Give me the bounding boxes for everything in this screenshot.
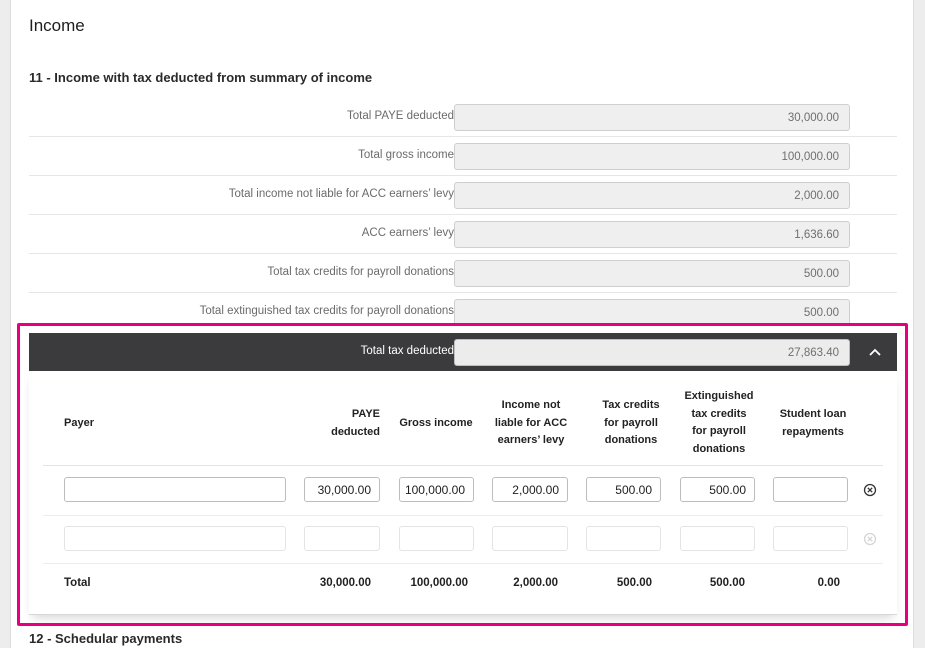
total-payroll-credits: 500.00	[616, 577, 652, 589]
summary-row-acc-not-liable: Total income not liable for ACC earners’…	[29, 176, 897, 215]
header-extinguished-credits: Extinguished tax credits for payroll don…	[684, 390, 754, 455]
header-payer: Payer	[64, 417, 94, 429]
total-tax-deducted-field: 27,863.40	[454, 339, 850, 366]
summary-label: Total tax credits for payroll donations	[267, 266, 454, 278]
summary-label: Total extinguished tax credits for payro…	[199, 305, 454, 317]
total-not-liable-acc-field: 2,000.00	[454, 182, 850, 209]
total-paye-field: 30,000.00	[454, 104, 850, 131]
summary-label: Total gross income	[358, 149, 454, 161]
extinguished-credits-input[interactable]	[680, 526, 755, 551]
summary-row-gross: Total gross income 100,000.00	[29, 137, 897, 176]
payer-detail-table: Payer PAYE deducted Gross income Income …	[29, 371, 897, 615]
payer-input[interactable]	[64, 477, 286, 502]
summary-row-extinguished-credits: Total extinguished tax credits for payro…	[29, 293, 897, 332]
summary-label: Total PAYE deducted	[347, 110, 454, 122]
extinguished-credits-input[interactable]: 500.00	[680, 477, 755, 502]
total-paye: 30,000.00	[319, 577, 371, 589]
acc-not-liable-input[interactable]	[492, 526, 568, 551]
total-extinguished-credits: 500.00	[709, 577, 745, 589]
acc-earners-levy-field: 1,636.60	[454, 221, 850, 248]
page-title: Income	[29, 16, 85, 35]
remove-circle-icon	[863, 532, 877, 546]
gross-income-input[interactable]	[399, 526, 474, 551]
header-student-loan: Student loan repayments	[779, 408, 847, 438]
total-acc-not-liable: 2,000.00	[513, 577, 558, 589]
table-header-divider	[43, 465, 883, 466]
paye-input[interactable]: 30,000.00	[304, 477, 380, 502]
summary-row-payroll-credits: Total tax credits for payroll donations …	[29, 254, 897, 293]
totals-label: Total	[64, 577, 91, 589]
remove-circle-icon[interactable]	[863, 483, 877, 497]
header-payroll-credits: Tax credits for payroll donations	[602, 399, 660, 446]
payer-input[interactable]	[64, 526, 286, 551]
summary-row-paye: Total PAYE deducted 30,000.00	[29, 98, 897, 137]
header-paye: PAYE deducted	[331, 408, 380, 438]
gross-income-input[interactable]: 100,000.00	[399, 477, 474, 502]
total-gross-income: 100,000.00	[410, 577, 468, 589]
payroll-credits-input[interactable]: 500.00	[586, 477, 661, 502]
student-loan-input[interactable]	[773, 526, 848, 551]
total-tax-deducted-label: Total tax deducted	[360, 345, 454, 357]
summary-row-acc-levy: ACC earners’ levy 1,636.60	[29, 215, 897, 254]
header-gross-income: Gross income	[399, 417, 473, 429]
total-extinguished-credits-field: 500.00	[454, 299, 850, 326]
header-acc-not-liable: Income not liable for ACC earners’ levy	[494, 399, 568, 446]
section-11-title: 11 - Income with tax deducted from summa…	[29, 70, 373, 85]
total-tax-deducted-bar[interactable]: Total tax deducted 27,863.40	[29, 333, 897, 371]
paye-input[interactable]	[304, 526, 380, 551]
total-payroll-credits-field: 500.00	[454, 260, 850, 287]
student-loan-input[interactable]	[773, 477, 848, 502]
chevron-up-icon[interactable]	[865, 342, 885, 362]
acc-not-liable-input[interactable]: 2,000.00	[492, 477, 568, 502]
summary-label: ACC earners’ levy	[361, 227, 454, 239]
row-divider	[43, 515, 883, 516]
summary-label: Total income not liable for ACC earners’…	[228, 188, 454, 200]
row-divider	[43, 563, 883, 564]
section-12-title: 12 - Schedular payments	[29, 631, 183, 646]
total-student-loan: 0.00	[817, 577, 840, 589]
income-panel: Income 11 - Income with tax deducted fro…	[10, 0, 914, 648]
total-gross-income-field: 100,000.00	[454, 143, 850, 170]
payroll-credits-input[interactable]	[586, 526, 661, 551]
